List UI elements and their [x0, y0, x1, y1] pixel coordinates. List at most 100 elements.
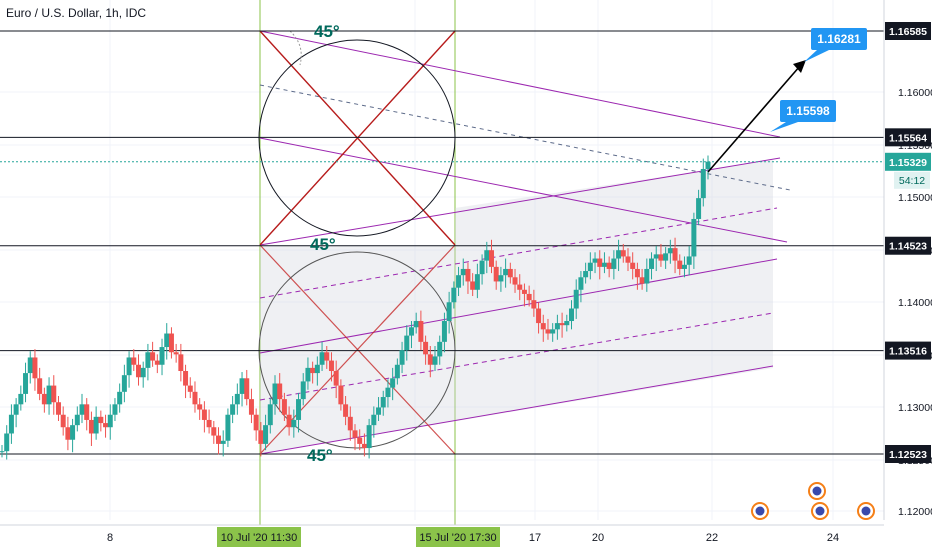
candle-body — [644, 268, 650, 284]
candle-body — [277, 383, 283, 400]
candle-body — [286, 414, 292, 428]
candle-body — [460, 268, 466, 276]
candle-body — [470, 281, 476, 290]
candle-body — [488, 250, 494, 267]
candle-body — [258, 430, 264, 444]
candle-body — [300, 381, 306, 400]
candle-body — [230, 404, 236, 415]
candle-body — [597, 258, 603, 267]
date-marker-label: 15 Jul '20 17:30 — [419, 532, 496, 544]
candle-body — [206, 419, 212, 428]
gann-x-line — [259, 244, 456, 455]
candle-body — [700, 168, 706, 199]
countdown-bg — [894, 171, 930, 189]
candle-body — [154, 360, 160, 365]
candle-body — [27, 357, 33, 374]
angle-label: 45° — [310, 235, 336, 254]
candle-body — [705, 161, 711, 169]
candle-body — [55, 402, 61, 415]
candle-body — [333, 371, 339, 386]
candle-body — [187, 385, 193, 392]
candle-body — [131, 357, 137, 365]
candle-body — [559, 323, 565, 326]
candle-body — [432, 356, 438, 365]
economic-event-icon-core — [755, 506, 765, 516]
level-price-label-bg — [885, 22, 931, 40]
resistance-line-upper — [259, 30, 781, 138]
economic-event-icon-core — [812, 486, 822, 496]
candle-body — [592, 258, 598, 263]
candle-body — [620, 250, 626, 257]
candles — [0, 155, 711, 460]
callout-target-1: 1.16281 — [804, 28, 867, 62]
candle-body — [103, 423, 109, 428]
candle-body — [352, 430, 358, 438]
candle-body — [408, 327, 414, 336]
candle-body — [696, 198, 702, 219]
candle-body — [423, 341, 429, 355]
level-price-label-bg — [885, 236, 931, 255]
time-axis-tick: 8 — [107, 532, 113, 544]
candle-body — [37, 378, 43, 394]
level-price-label-bg — [885, 445, 931, 463]
candle-body — [79, 404, 85, 415]
candle-body — [65, 427, 71, 440]
candle-body — [437, 341, 443, 357]
candle-body — [630, 262, 636, 269]
candle-body — [281, 399, 287, 415]
target-arrow-line — [707, 65, 801, 173]
candle-body — [126, 357, 132, 376]
time-axis-tick: 22 — [706, 532, 718, 544]
candle-body — [672, 248, 678, 261]
economic-event-icon-core — [861, 506, 871, 516]
candle-body — [328, 360, 334, 372]
target-arrow-head — [793, 60, 806, 73]
candle-body — [347, 416, 353, 431]
candle-body — [366, 425, 372, 449]
time-axis-tick: 17 — [529, 532, 541, 544]
candle-body — [569, 308, 575, 322]
candle-body — [324, 352, 330, 361]
candle-body — [583, 271, 589, 278]
candle-body — [479, 260, 485, 275]
candle-body — [248, 399, 254, 415]
candle-body — [46, 385, 52, 405]
angle-label: 45° — [314, 22, 340, 41]
current-price-label-bg — [885, 152, 931, 171]
candle-body — [611, 258, 617, 269]
candle-body — [446, 302, 452, 322]
candle-body — [380, 397, 386, 408]
candle-body — [634, 268, 640, 278]
candle-body — [117, 391, 123, 405]
candle-body — [296, 399, 302, 420]
candle-body — [310, 367, 316, 374]
candle-body — [653, 254, 659, 259]
candle-body — [691, 218, 697, 257]
candle-body — [305, 367, 311, 382]
candle-body — [173, 352, 179, 355]
candle-body — [564, 321, 570, 326]
candle-body — [4, 433, 10, 452]
price-axis-tick: 1.12000 — [898, 506, 932, 518]
candle-body — [681, 264, 687, 269]
candle-body — [512, 277, 518, 285]
level-price-label: 1.15564 — [889, 132, 927, 144]
candle-body — [357, 437, 363, 444]
callout-target-1-box — [811, 28, 867, 50]
candle-body — [658, 254, 664, 261]
candle-body — [41, 393, 47, 405]
candle-body — [507, 268, 513, 278]
candle-body — [32, 357, 38, 379]
candle-body — [649, 258, 655, 269]
candle-body — [272, 383, 278, 405]
level-price-label-bg — [885, 341, 931, 360]
candle-body — [545, 329, 551, 334]
candle-body — [201, 409, 207, 420]
candle-body — [239, 378, 245, 394]
candle-body — [503, 268, 509, 276]
candle-body — [667, 248, 673, 254]
candle-body — [550, 329, 556, 334]
price-axis-tick: 1.16000 — [898, 87, 932, 99]
price-axis-panel — [884, 0, 932, 550]
